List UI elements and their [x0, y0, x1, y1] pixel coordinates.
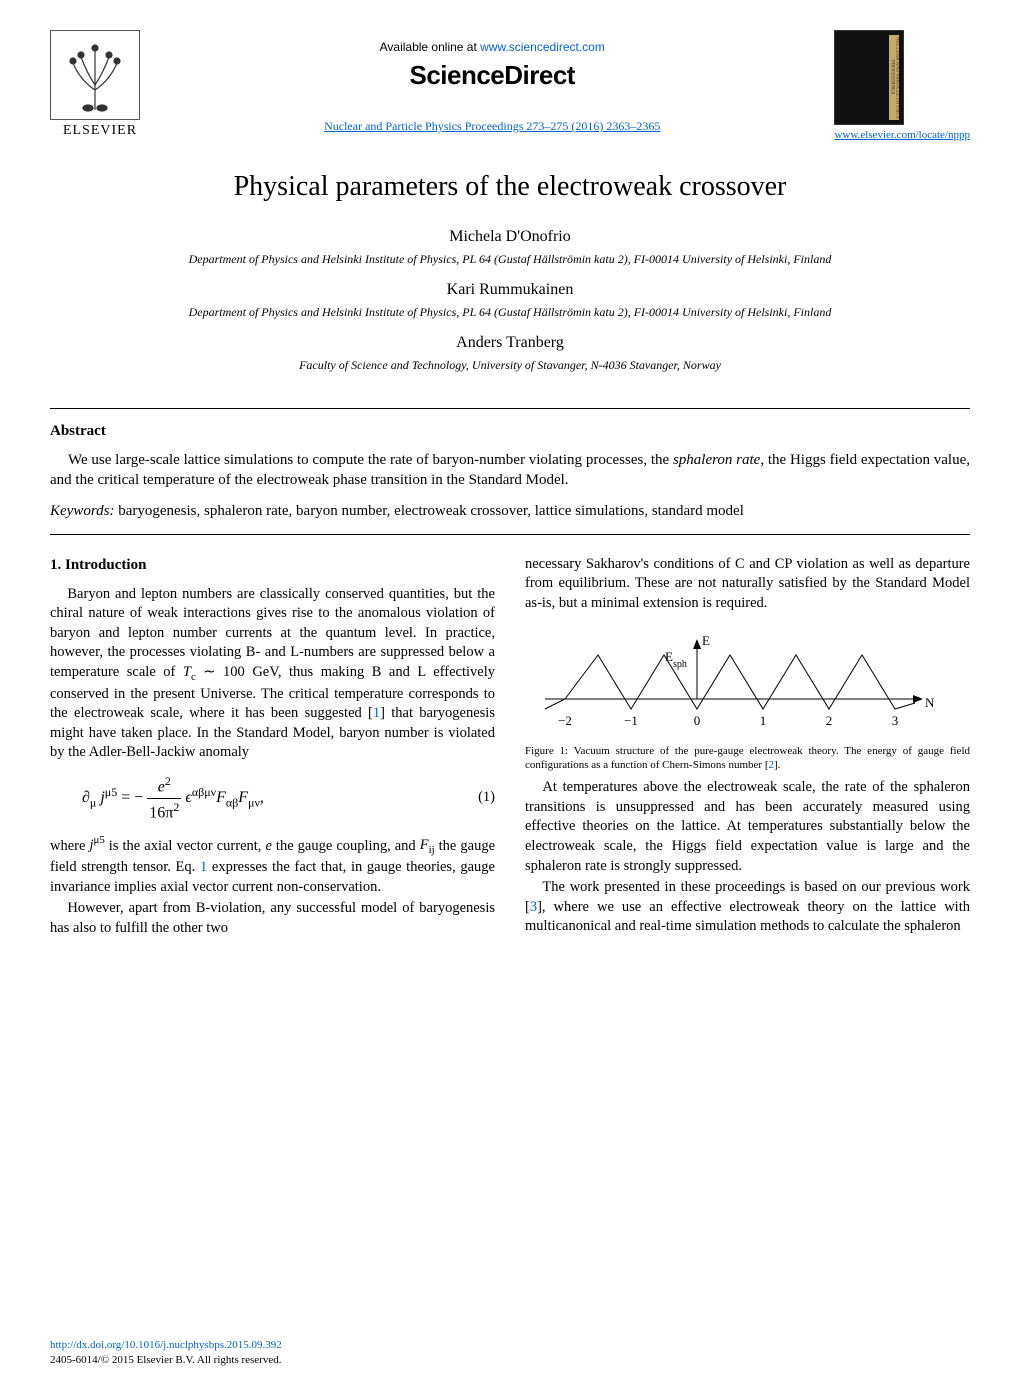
journal-cover-icon: NUCLEAR AND PARTICLE PHYSICS PROCEEDINGS — [834, 30, 904, 125]
keywords-text: baryogenesis, sphaleron rate, baryon num… — [114, 503, 743, 519]
author-name: Anders Tranberg — [50, 334, 970, 352]
fig1-potential-curve — [545, 655, 915, 709]
page-header: ELSEVIER Available online at www.science… — [50, 30, 970, 141]
elsevier-logo: ELSEVIER — [50, 30, 150, 139]
journal-homepage-link[interactable]: www.elsevier.com/locate/nppp — [834, 129, 970, 141]
equation-1: ∂μ jμ5 = − e2 16π2 ϵαβμνFαβFμν, (1) — [50, 773, 495, 824]
sciencedirect-url[interactable]: www.sciencedirect.com — [480, 40, 605, 54]
section-1-heading: 1. Introduction — [50, 555, 495, 575]
sciencedirect-wordmark: ScienceDirect — [150, 60, 834, 91]
journal-cover-label: NUCLEAR AND PARTICLE PHYSICS PROCEEDINGS — [889, 35, 899, 120]
author-affiliation: Department of Physics and Helsinki Insti… — [50, 252, 970, 267]
elsevier-tree-icon — [50, 30, 140, 120]
abstract-text: We use large-scale lattice simulations t… — [50, 450, 970, 491]
column-right: necessary Sakharov's conditions of C and… — [525, 555, 970, 941]
author-block-3: Anders Tranberg Faculty of Science and T… — [50, 334, 970, 373]
abstract-section: Abstract We use large-scale lattice simu… — [50, 423, 970, 520]
author-name: Michela D'Onofrio — [50, 228, 970, 246]
col2-para-3: The work presented in these proceedings … — [525, 878, 970, 937]
keywords-line: Keywords: baryogenesis, sphaleron rate, … — [50, 503, 970, 520]
fig1-esph-label: Esph — [665, 649, 687, 670]
page-footer: http://dx.doi.org/10.1016/j.nuclphysbps.… — [50, 1338, 282, 1367]
fig1-y-label: E — [702, 633, 710, 648]
svg-text:1: 1 — [760, 713, 767, 728]
center-header: Available online at www.sciencedirect.co… — [150, 30, 834, 134]
column-left: 1. Introduction Baryon and lepton number… — [50, 555, 495, 941]
svg-text:3: 3 — [892, 713, 899, 728]
svg-text:−1: −1 — [624, 713, 638, 728]
figure-1-svg: E Esph NCS −2 −1 0 1 2 3 — [525, 627, 935, 737]
equation-number: (1) — [455, 788, 495, 808]
intro-para-2: where jμ5 is the axial vector current, e… — [50, 834, 495, 898]
col2-para-1: necessary Sakharov's conditions of C and… — [525, 555, 970, 614]
available-prefix: Available online at — [380, 40, 481, 54]
rule-top — [50, 408, 970, 409]
doi-link[interactable]: http://dx.doi.org/10.1016/j.nuclphysbps.… — [50, 1339, 282, 1351]
journal-cover-block: NUCLEAR AND PARTICLE PHYSICS PROCEEDINGS… — [834, 30, 970, 141]
abstract-pre: We use large-scale lattice simulations t… — [68, 452, 673, 468]
intro-para-3: However, apart from B-violation, any suc… — [50, 899, 495, 938]
author-affiliation: Department of Physics and Helsinki Insti… — [50, 305, 970, 320]
paper-title: Physical parameters of the electroweak c… — [50, 171, 970, 203]
svg-text:−2: −2 — [558, 713, 572, 728]
citation-3[interactable]: 3 — [530, 899, 537, 915]
svg-text:0: 0 — [694, 713, 701, 728]
figure-1-caption: Figure 1: Vacuum structure of the pure-g… — [525, 744, 970, 773]
rule-bottom — [50, 534, 970, 535]
equation-content: ∂μ jμ5 = − e2 16π2 ϵαβμνFαβFμν, — [50, 773, 455, 824]
fig1-ticks: −2 −1 0 1 2 3 — [558, 713, 898, 728]
abstract-em: sphaleron rate — [673, 452, 760, 468]
fig1-x-label: NCS — [925, 695, 935, 716]
elsevier-wordmark: ELSEVIER — [50, 123, 150, 139]
journal-citation-link[interactable]: Nuclear and Particle Physics Proceedings… — [150, 119, 834, 134]
author-block-1: Michela D'Onofrio Department of Physics … — [50, 228, 970, 267]
intro-para-1: Baryon and lepton numbers are classicall… — [50, 585, 495, 763]
issn-line: 2405-6014/© 2015 Elsevier B.V. All right… — [50, 1354, 282, 1366]
col2-para-2: At temperatures above the electroweak sc… — [525, 778, 970, 876]
figure-1: E Esph NCS −2 −1 0 1 2 3 Figure 1: Vacuum str… — [525, 627, 970, 772]
abstract-heading: Abstract — [50, 423, 970, 440]
body-columns: 1. Introduction Baryon and lepton number… — [50, 555, 970, 941]
keywords-label: Keywords: — [50, 503, 114, 519]
author-name: Kari Rummukainen — [50, 281, 970, 299]
author-block-2: Kari Rummukainen Department of Physics a… — [50, 281, 970, 320]
available-online-text: Available online at www.sciencedirect.co… — [150, 40, 834, 54]
author-affiliation: Faculty of Science and Technology, Unive… — [50, 358, 970, 373]
svg-text:2: 2 — [826, 713, 833, 728]
